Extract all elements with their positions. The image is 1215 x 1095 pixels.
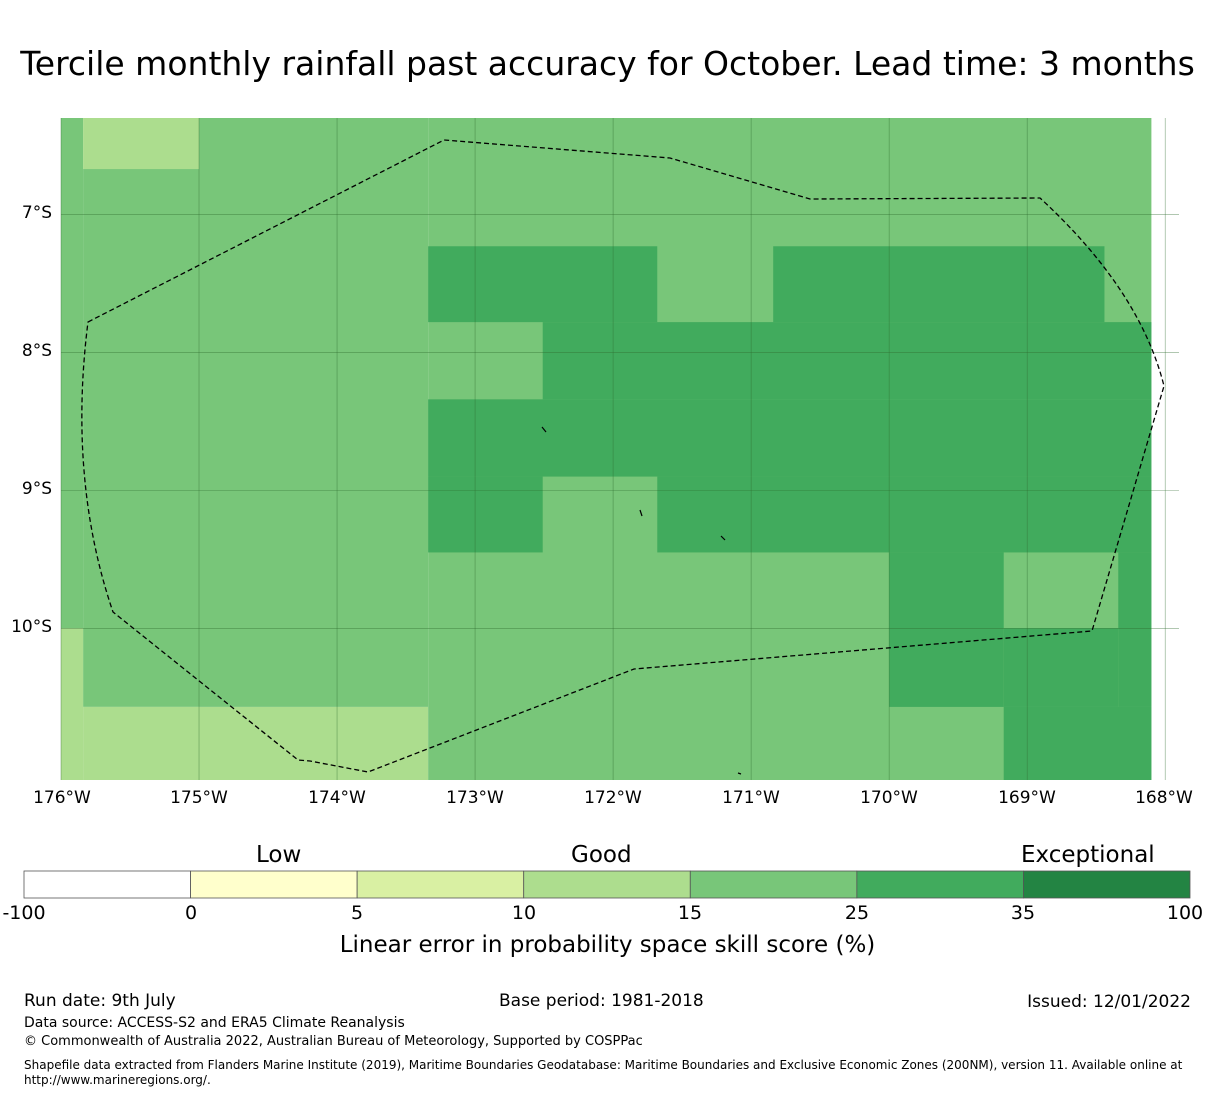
colorbar-category-good: Good: [571, 842, 632, 868]
grid-cell: [1003, 628, 1119, 707]
issued-date: Issued: 12/01/2022: [1027, 992, 1191, 1012]
colorbar-tick: 10: [511, 902, 537, 924]
island-mark: [720, 535, 726, 541]
grid-cell: [428, 246, 658, 323]
lon-label-173w: 173°W: [446, 788, 504, 808]
island-mark: [639, 509, 643, 517]
skill-grid-cells: [61, 118, 1152, 780]
lon-label-172w: 172°W: [584, 788, 642, 808]
lon-label-169w: 169°W: [998, 788, 1056, 808]
grid-cell: [889, 552, 1004, 707]
base-period: Base period: 1981-2018: [499, 991, 704, 1011]
grid-cell: [428, 476, 543, 553]
lon-label-168w: 168°W: [1135, 788, 1193, 808]
lon-label-171w: 171°W: [722, 788, 780, 808]
grid-cell: [61, 118, 84, 629]
grid-cell: [61, 628, 84, 780]
colorbar-segment: [190, 870, 358, 899]
island-mark: [541, 426, 547, 433]
colorbar-tick: -100: [2, 902, 46, 924]
colorbar-category-exceptional: Exceptional: [1021, 842, 1155, 868]
colorbar-tick: 0: [184, 902, 198, 924]
lon-label-176w: 176°W: [33, 788, 91, 808]
colorbar-category-low: Low: [256, 842, 302, 868]
colorbar-tick: 100: [1166, 902, 1204, 924]
lon-label-175w: 175°W: [170, 788, 228, 808]
grid-cell: [83, 169, 200, 707]
colorbar-segment: [1023, 870, 1191, 899]
lat-label-10s: 10°S: [11, 617, 52, 637]
lat-label-7s: 7°S: [21, 203, 52, 223]
eez-boundary: [81, 139, 1165, 773]
colorbar-segment: [856, 870, 1024, 899]
page-title: Tercile monthly rainfall past accuracy f…: [20, 44, 1195, 83]
grid-cell: [1118, 552, 1152, 707]
colorbar-tick: 35: [1010, 902, 1036, 924]
colorbar-segment: [523, 870, 691, 899]
grid-cell: [428, 399, 1152, 477]
grid-cell: [83, 118, 200, 170]
grid-cell: [83, 706, 429, 780]
island-marks: [541, 426, 742, 775]
colorbar-label: Linear error in probability space skill …: [339, 932, 876, 958]
colorbar-tick: 5: [350, 902, 364, 924]
lon-label-174w: 174°W: [308, 788, 366, 808]
lat-label-8s: 8°S: [21, 341, 52, 361]
colorbar-segment: [356, 870, 525, 899]
data-source: Data source: ACCESS-S2 and ERA5 Climate …: [24, 1015, 405, 1031]
colorbar-tick: 15: [677, 902, 703, 924]
colorbar-tick: 25: [844, 902, 870, 924]
colorbar: [23, 870, 1191, 899]
lat-label-9s: 9°S: [21, 479, 52, 499]
grid-cell: [199, 118, 429, 707]
grid-cell: [542, 322, 1152, 400]
grid-cell: [1003, 706, 1152, 780]
copyright-notice: © Commonwealth of Australia 2022, Austra…: [24, 1034, 643, 1049]
graticule-lines: [60, 118, 1179, 780]
lon-label-170w: 170°W: [860, 788, 918, 808]
shapefile-credit: Shapefile data extracted from Flanders M…: [24, 1058, 1183, 1072]
grid-cell: [657, 476, 1152, 553]
run-date: Run date: 9th July: [24, 991, 176, 1011]
island-mark: [737, 772, 742, 775]
shapefile-url: http://www.marineregions.org/.: [24, 1073, 211, 1087]
colorbar-segment: [23, 870, 191, 899]
grid-cell: [773, 246, 1105, 323]
colorbar-segment: [689, 870, 858, 899]
